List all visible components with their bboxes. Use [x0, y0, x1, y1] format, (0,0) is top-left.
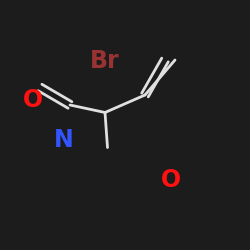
Text: N: N	[54, 128, 74, 152]
Text: O: O	[22, 88, 42, 112]
Text: Br: Br	[90, 49, 120, 73]
Text: O: O	[161, 168, 181, 192]
